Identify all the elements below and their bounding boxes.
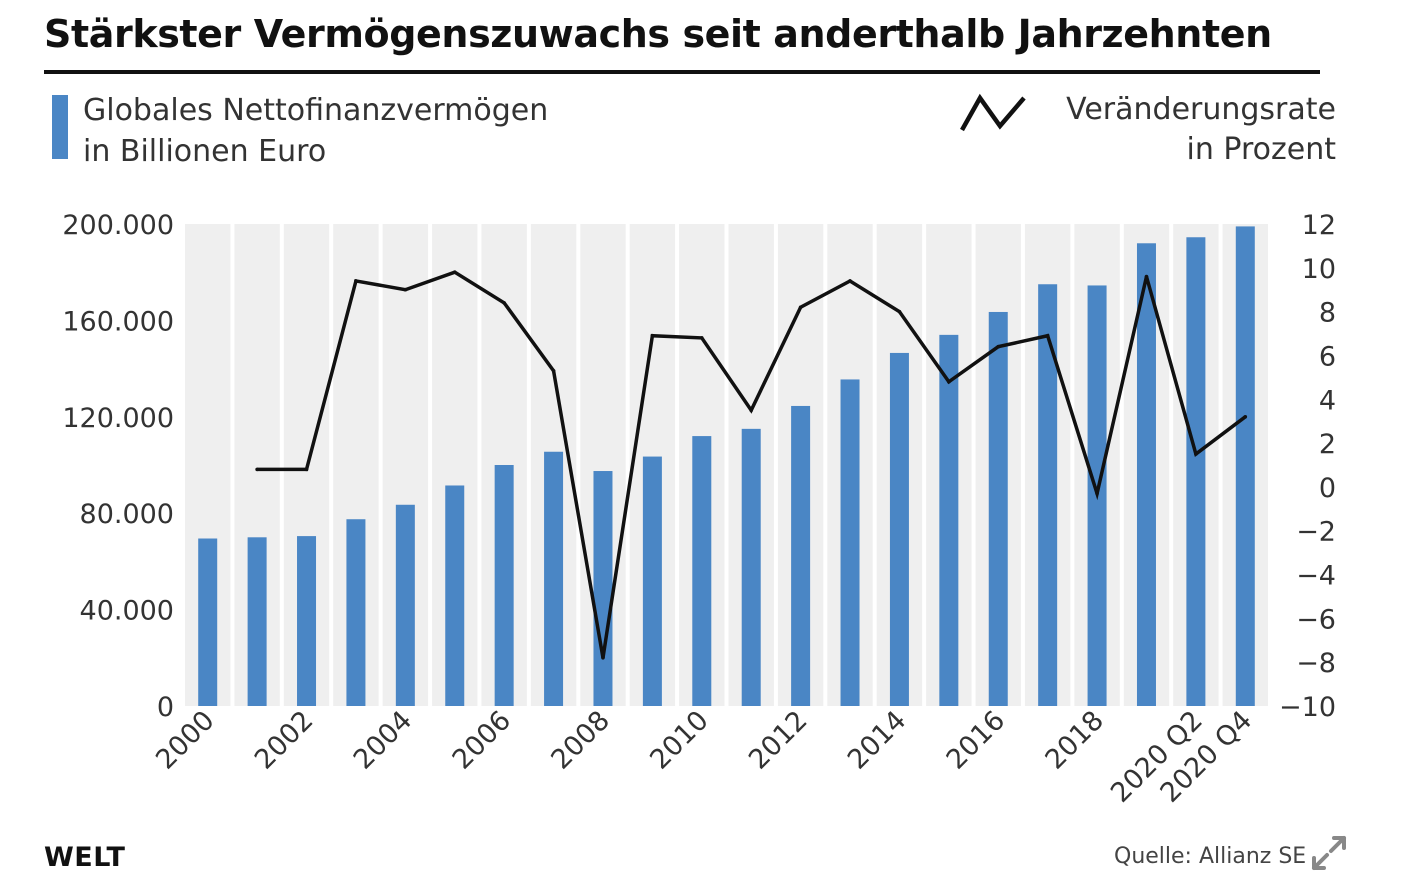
- line-point-2020-q4: [1243, 415, 1248, 419]
- line-point-2006: [502, 301, 506, 305]
- bar-2000: [198, 538, 218, 706]
- bar-2017: [1038, 284, 1058, 706]
- line-point-2019: [1144, 274, 1149, 279]
- expand-icon[interactable]: [1308, 832, 1350, 874]
- bar-2013: [840, 379, 860, 706]
- bar-2011: [741, 428, 761, 706]
- line-point-2017: [1045, 333, 1050, 338]
- y-right-tick-label: 12: [1302, 210, 1336, 241]
- line-point-2011: [749, 408, 754, 413]
- line-point-2020-q2: [1194, 452, 1198, 456]
- bar-2001: [247, 537, 267, 706]
- x-tick-label: 2014: [842, 705, 913, 776]
- line-point-2002: [304, 467, 309, 472]
- y-right-tick-label: 2: [1319, 429, 1336, 460]
- x-tick-label: 2008: [545, 705, 616, 776]
- bar-2008: [593, 471, 613, 706]
- legend-line-label: Veränderungsrate in Prozent: [1066, 90, 1336, 170]
- bar-2020-q2: [1186, 237, 1206, 706]
- line-point-2013: [848, 279, 852, 283]
- legend-bar-label-line1: Globales Nettofinanzvermögen: [83, 93, 549, 128]
- bar-2015: [939, 334, 959, 706]
- y-left-tick-label: 40.000: [80, 596, 174, 627]
- legend-bar-swatch: [52, 95, 68, 159]
- bar-2002: [297, 536, 317, 706]
- x-tick-label: 2016: [941, 705, 1012, 776]
- legend-line-label-line2: in Prozent: [1186, 132, 1336, 167]
- chart-title: Stärkster Vermögenszuwachs seit andertha…: [44, 12, 1272, 56]
- x-tick-label: 2004: [348, 705, 419, 776]
- line-point-2010: [699, 336, 704, 340]
- x-tick-label: 2010: [644, 705, 715, 776]
- bar-2014: [889, 352, 909, 706]
- y-right-tick-label: −6: [1296, 604, 1336, 635]
- bar-2009: [642, 456, 662, 706]
- x-tick-label: 2002: [249, 705, 320, 776]
- line-point-2005: [452, 270, 457, 275]
- y-right-tick-label: 10: [1302, 254, 1336, 285]
- y-left-tick-label: 120.000: [62, 403, 174, 434]
- y-left-tick-label: 200.000: [62, 210, 174, 241]
- y-right-tick-label: −8: [1296, 648, 1336, 679]
- y-right-tick-label: −4: [1296, 561, 1336, 592]
- line-point-2014: [897, 309, 902, 314]
- line-point-2012: [798, 305, 803, 310]
- y-right-tick-label: 4: [1319, 385, 1336, 416]
- legend-bar-label-line2: in Billionen Euro: [83, 134, 327, 169]
- bar-2003: [346, 519, 366, 706]
- line-point-2003: [354, 279, 358, 283]
- line-point-2015: [947, 379, 951, 384]
- y-right-tick-label: −2: [1296, 517, 1336, 548]
- bar-2005: [445, 485, 465, 706]
- bar-2016: [988, 311, 1008, 706]
- bar-2020-q4: [1235, 226, 1255, 706]
- bar-2006: [494, 465, 514, 706]
- bar-2010: [692, 436, 712, 706]
- y-right-tick-label: 8: [1319, 298, 1336, 329]
- legend-bar-label: Globales Nettofinanzvermögen in Billione…: [83, 90, 548, 172]
- x-tick-label: 2006: [447, 705, 518, 776]
- y-left-tick-label: 80.000: [80, 499, 174, 530]
- y-left-tick-label: 160.000: [62, 306, 174, 337]
- line-point-2007: [551, 368, 556, 373]
- y-right-tick-label: −10: [1279, 692, 1336, 723]
- x-tick-label: 2018: [1040, 705, 1111, 776]
- bar-2007: [544, 451, 564, 706]
- line-point-2001: [255, 467, 259, 472]
- welt-logo: WELT: [44, 842, 126, 873]
- x-tick-label: 2012: [743, 705, 814, 776]
- legend-line-label-line1: Veränderungsrate: [1066, 92, 1336, 127]
- bar-2004: [395, 504, 415, 706]
- line-point-2016: [996, 344, 1001, 349]
- y-right-tick-label: 0: [1319, 473, 1336, 504]
- y-left-tick-label: 0: [157, 692, 174, 723]
- title-divider: [44, 70, 1320, 74]
- bar-2019: [1136, 243, 1156, 706]
- line-point-2008: [601, 656, 605, 660]
- line-point-2004: [403, 287, 408, 292]
- line-point-2018: [1095, 491, 1099, 496]
- line-point-2009: [650, 333, 655, 338]
- y-right-tick-label: 6: [1319, 341, 1336, 372]
- bar-2012: [791, 405, 811, 706]
- zigzag-line-icon: [960, 93, 1026, 132]
- source-note: Quelle: Allianz SE: [1114, 844, 1307, 869]
